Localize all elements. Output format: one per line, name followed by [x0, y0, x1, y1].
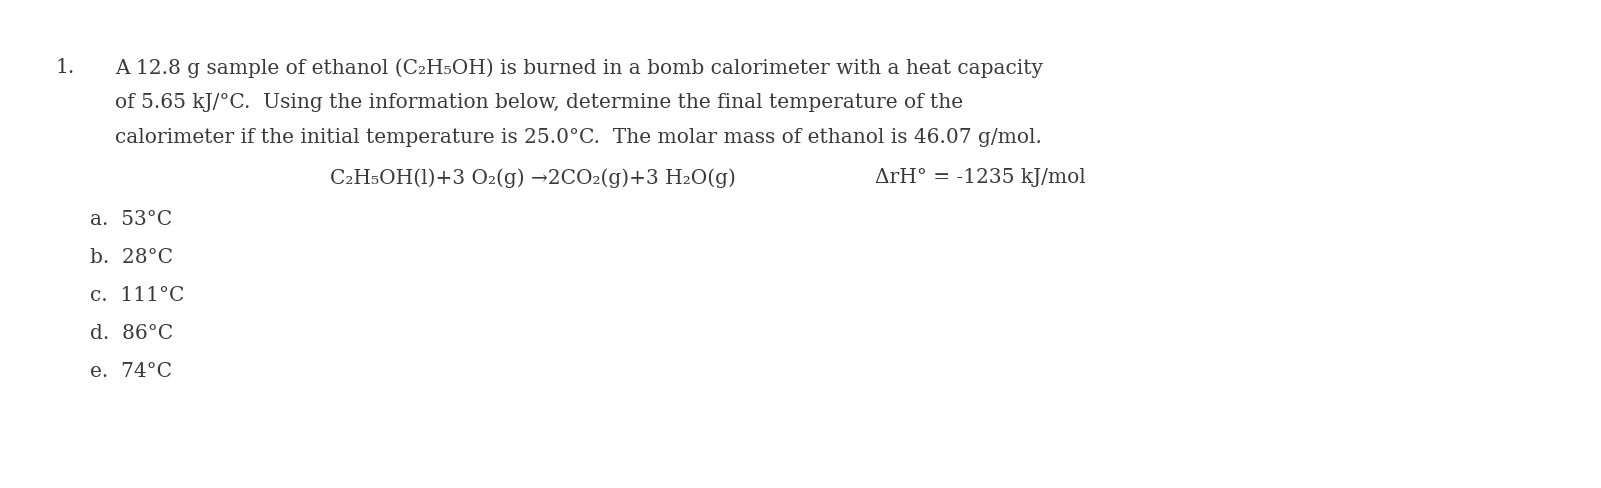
- Text: b.  28°C: b. 28°C: [90, 248, 173, 267]
- Text: d.  86°C: d. 86°C: [90, 324, 173, 343]
- Text: A 12.8 g sample of ethanol (C₂H₅OH) is burned in a bomb calorimeter with a heat : A 12.8 g sample of ethanol (C₂H₅OH) is b…: [115, 58, 1042, 78]
- Text: e.  74°C: e. 74°C: [90, 362, 171, 381]
- Text: c.  111°C: c. 111°C: [90, 286, 184, 305]
- Text: a.  53°C: a. 53°C: [90, 210, 173, 229]
- Text: ΔrH° = -1235 kJ/mol: ΔrH° = -1235 kJ/mol: [876, 168, 1085, 187]
- Text: calorimeter if the initial temperature is 25.0°C.  The molar mass of ethanol is : calorimeter if the initial temperature i…: [115, 128, 1042, 147]
- Text: 1.: 1.: [54, 58, 74, 77]
- Text: C₂H₅OH(l)+3 O₂(g) →2CO₂(g)+3 H₂O(g): C₂H₅OH(l)+3 O₂(g) →2CO₂(g)+3 H₂O(g): [330, 168, 736, 188]
- Text: of 5.65 kJ/°C.  Using the information below, determine the final temperature of : of 5.65 kJ/°C. Using the information bel…: [115, 93, 964, 112]
